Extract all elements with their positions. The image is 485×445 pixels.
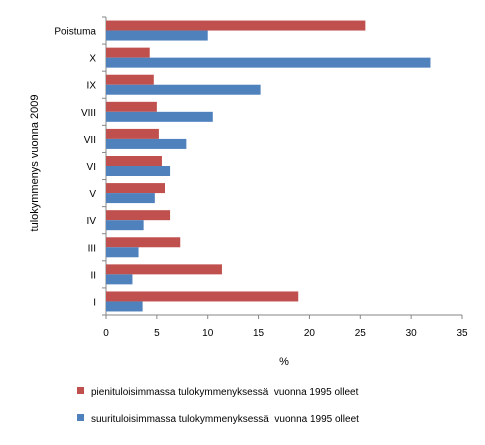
bar-red — [106, 74, 154, 85]
y-tick-label: IX — [87, 81, 97, 92]
y-tick-label: VII — [84, 135, 96, 146]
x-tick-label: 0 — [103, 328, 109, 339]
y-tick-label: Poistuma — [54, 27, 96, 38]
bar-red — [106, 20, 366, 31]
x-tick-label: 25 — [355, 328, 367, 339]
y-tick-label: X — [89, 54, 96, 65]
bar-red — [106, 128, 159, 139]
legend-label: suurituloisimmassa tulokymmenyksessä vuo… — [91, 414, 359, 425]
bar-blue — [106, 220, 144, 231]
legend-swatch — [77, 414, 84, 421]
bar-red — [106, 237, 181, 248]
y-tick-label: I — [93, 297, 96, 308]
bar-blue — [106, 301, 143, 312]
bar-red — [106, 264, 222, 275]
legend-label: pienituloisimmassa tulokymmenyksessä vuo… — [91, 387, 359, 398]
bar-blue — [106, 274, 133, 285]
x-tick-label: 30 — [406, 328, 418, 339]
bar-red — [106, 183, 165, 194]
y-tick-label: VI — [87, 162, 96, 173]
y-axis-label: tulokymmenys vuonna 2009 — [29, 95, 41, 232]
x-tick-label: 35 — [456, 328, 468, 339]
legend: pienituloisimmassa tulokymmenyksessä vuo… — [77, 387, 359, 425]
bar-blue — [106, 84, 261, 95]
x-tick-label: 5 — [154, 328, 160, 339]
bar-blue — [106, 111, 213, 122]
x-tick-label: 10 — [202, 328, 214, 339]
x-tick-label: 15 — [253, 328, 265, 339]
legend-swatch — [77, 387, 84, 394]
y-tick-label: II — [90, 270, 96, 281]
y-tick-label: IV — [87, 216, 97, 227]
bar-blue — [106, 30, 208, 41]
bar-red — [106, 47, 150, 58]
bar-blue — [106, 193, 155, 204]
bar-red — [106, 101, 157, 112]
bar-blue — [106, 166, 171, 176]
bar-blue — [106, 247, 139, 258]
y-tick-label: III — [88, 243, 96, 254]
y-tick-label: V — [89, 189, 96, 200]
bar-blue — [106, 57, 431, 68]
bar-red — [106, 210, 171, 221]
bar-red — [106, 291, 299, 302]
x-axis-label: % — [279, 356, 289, 368]
bar-blue — [106, 138, 187, 149]
bar-red — [106, 156, 162, 166]
y-tick-label: VIII — [81, 108, 96, 119]
x-tick-label: 20 — [304, 328, 316, 339]
